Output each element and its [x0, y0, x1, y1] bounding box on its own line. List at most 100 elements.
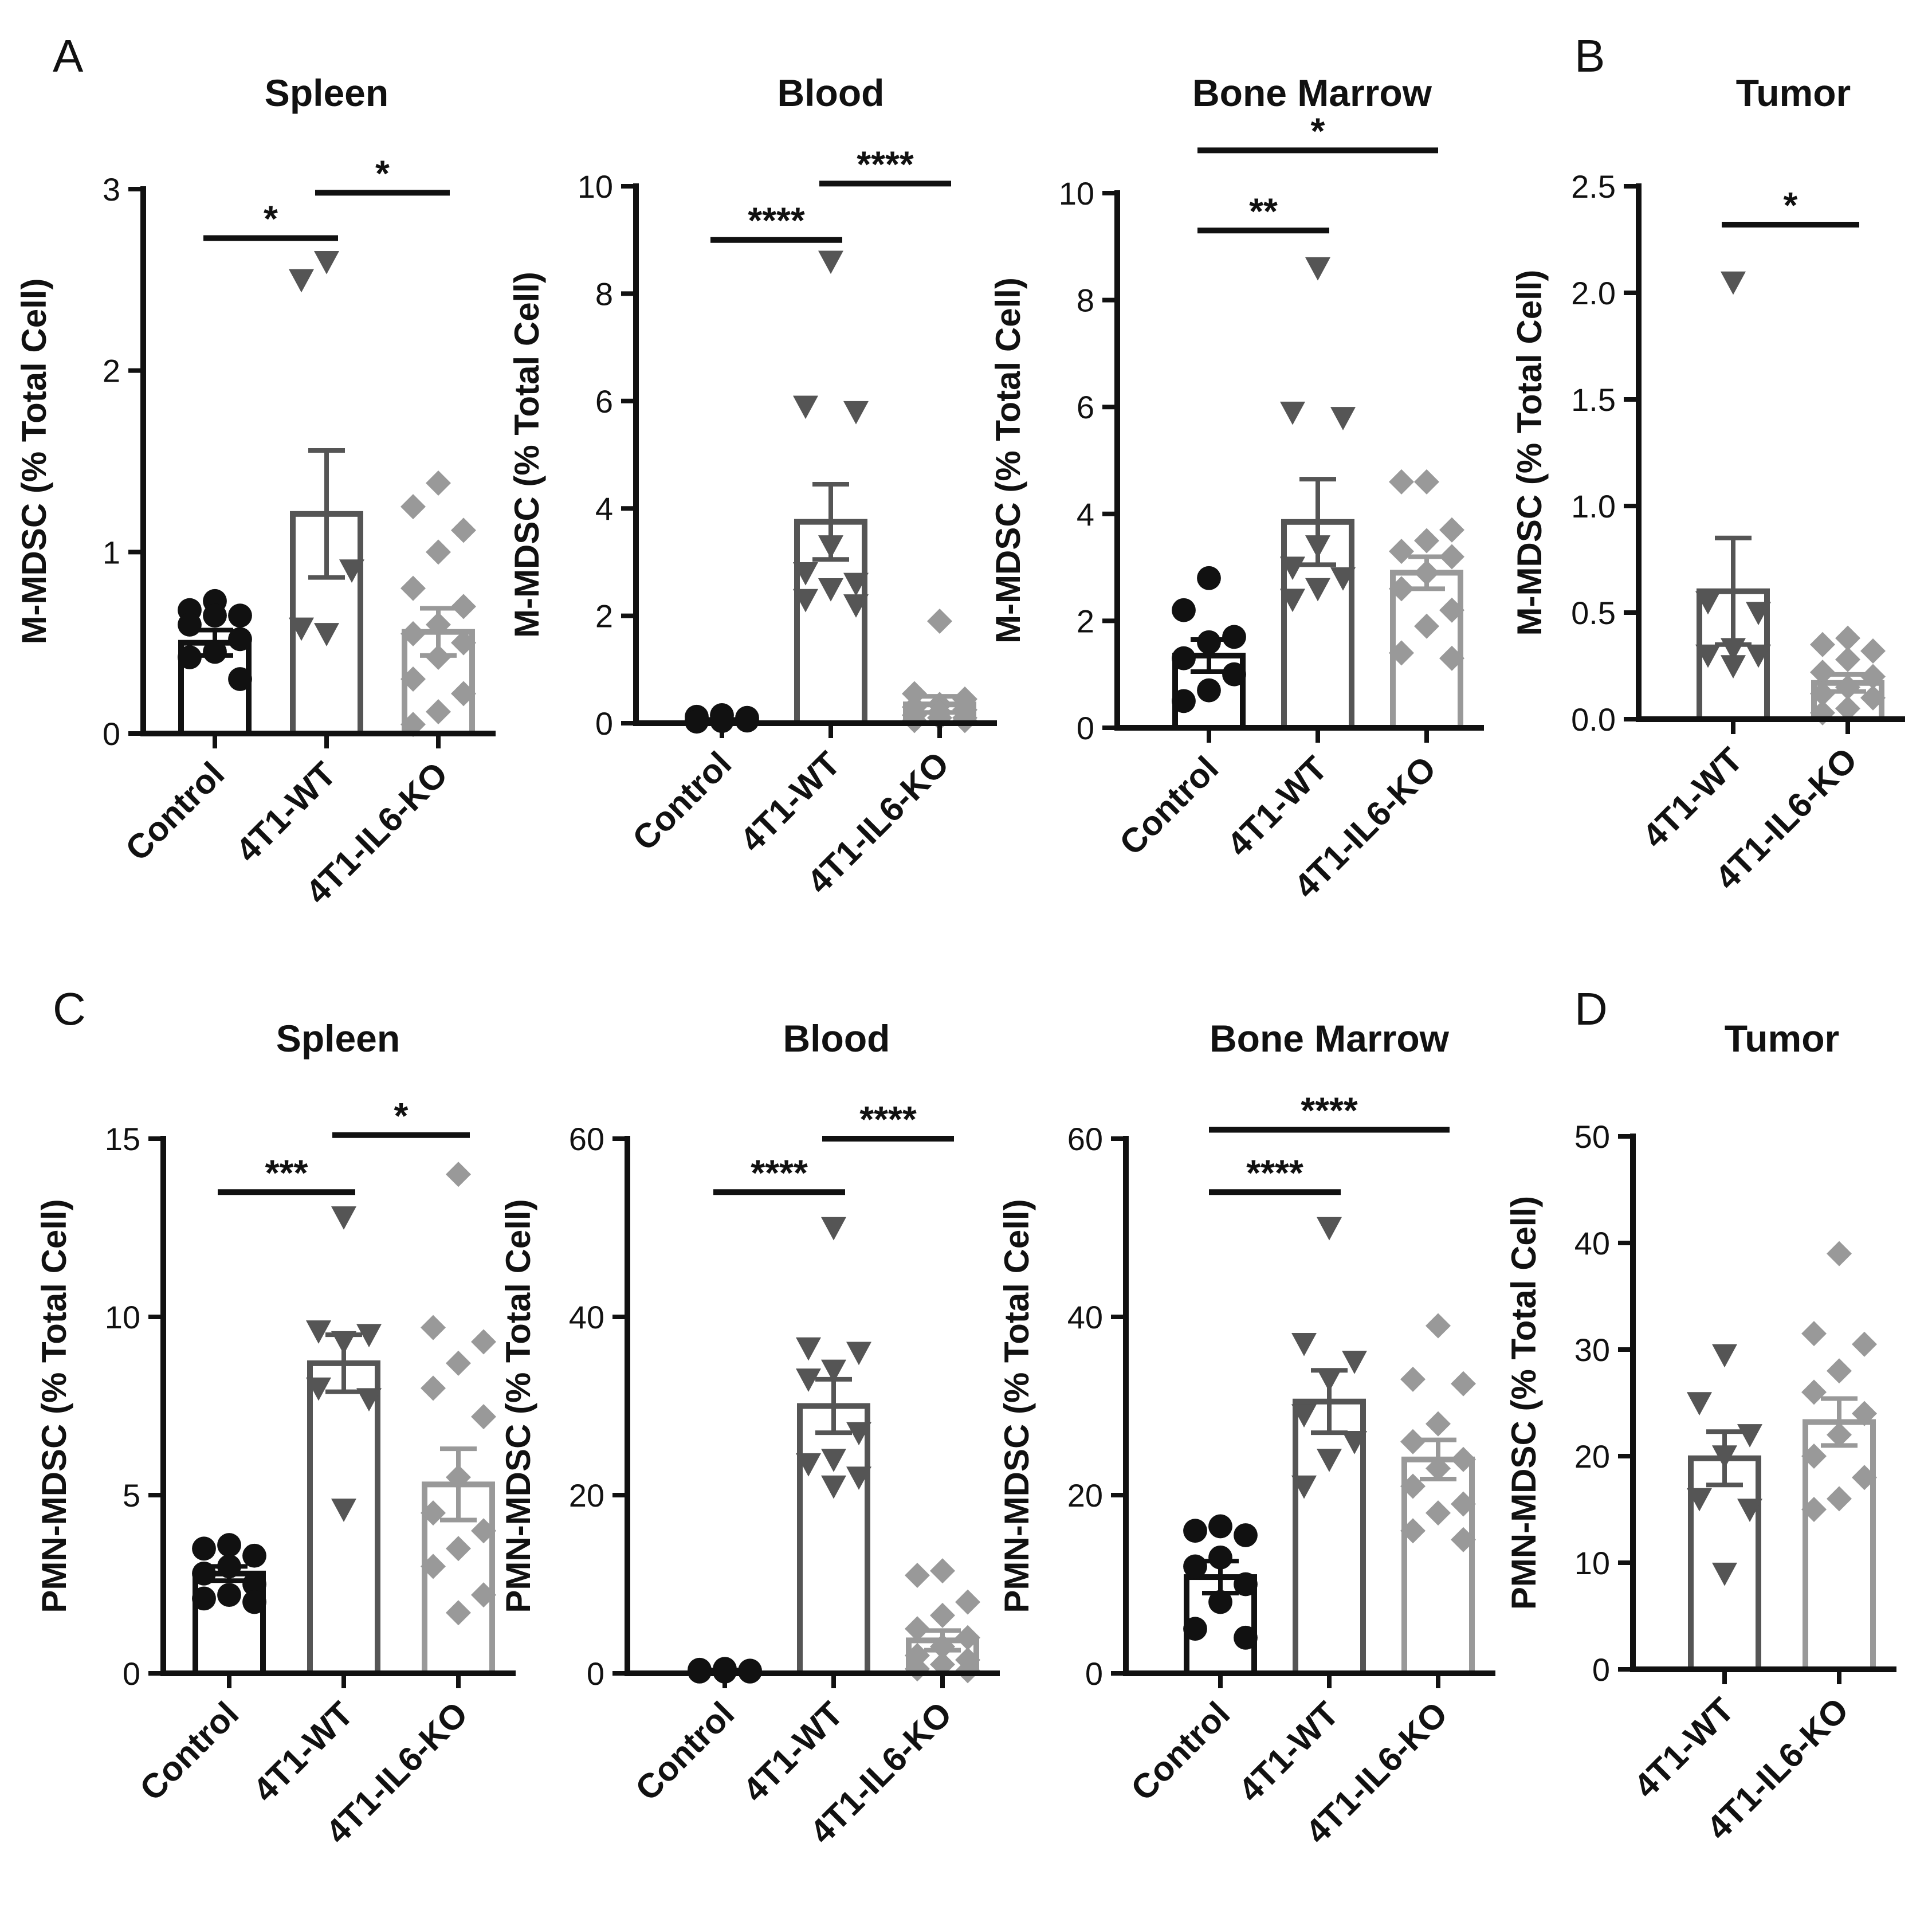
chart-title: Spleen — [276, 1017, 400, 1060]
data-point — [1801, 1321, 1827, 1347]
y-tick-label: 20 — [1067, 1477, 1103, 1513]
y-tick-label: 8 — [595, 276, 613, 312]
x-tick-label: 4T1-WT — [1627, 1691, 1742, 1806]
significance-label: **** — [1246, 1152, 1303, 1193]
data-point — [1317, 1449, 1342, 1472]
data-point — [217, 1583, 241, 1607]
y-tick-label: 60 — [1067, 1121, 1103, 1157]
data-point — [1810, 681, 1835, 707]
y-axis-label: PMN-MDSC (% Total Cell) — [1505, 1196, 1543, 1610]
data-point — [1414, 613, 1439, 639]
data-point — [1721, 271, 1746, 295]
y-tick-label: 2.5 — [1571, 168, 1616, 205]
data-point — [1712, 1562, 1737, 1586]
y-tick-label: 0 — [103, 716, 120, 752]
data-point — [905, 1616, 930, 1642]
data-point — [1801, 1497, 1827, 1522]
data-point — [1197, 566, 1221, 590]
data-point — [1860, 685, 1886, 711]
data-point — [1400, 1366, 1426, 1392]
panel-letter-d: D — [1574, 983, 1608, 1034]
data-point — [818, 535, 843, 559]
data-point — [331, 1206, 356, 1230]
data-point — [289, 269, 314, 293]
y-tick-label: 1 — [103, 534, 120, 570]
data-point — [1439, 544, 1464, 570]
data-point — [446, 1600, 471, 1626]
data-point — [1451, 1446, 1476, 1472]
data-point — [1183, 1554, 1207, 1579]
data-point — [1280, 589, 1305, 613]
significance-label: **** — [857, 143, 914, 185]
data-point — [1451, 1527, 1476, 1552]
data-point — [1426, 1313, 1451, 1339]
data-point — [242, 1572, 266, 1597]
y-tick-label: 0 — [123, 1656, 140, 1692]
chart-title: Spleen — [265, 72, 388, 114]
significance-label: * — [375, 152, 390, 194]
y-tick-label: 40 — [1574, 1225, 1610, 1261]
data-point — [1400, 1473, 1426, 1499]
y-tick-label: 15 — [105, 1121, 140, 1157]
y-axis-label: PMN-MDSC (% Total Cell) — [998, 1199, 1036, 1613]
data-point — [1342, 1431, 1367, 1454]
y-axis-label: PMN-MDSC (% Total Cell) — [499, 1199, 537, 1613]
data-point — [1451, 1491, 1476, 1517]
data-point — [1712, 1445, 1737, 1469]
data-point — [793, 395, 818, 419]
data-point — [314, 623, 339, 646]
y-tick-label: 6 — [595, 383, 613, 419]
y-tick-label: 0 — [1592, 1652, 1610, 1688]
data-point — [228, 667, 252, 691]
y-tick-label: 10 — [578, 168, 613, 205]
data-point — [1827, 1241, 1852, 1266]
data-point — [796, 1453, 821, 1477]
data-point — [1439, 645, 1464, 671]
data-point — [1222, 662, 1246, 687]
data-point — [1183, 1617, 1207, 1641]
y-axis-label: PMN-MDSC (% Total Cell) — [35, 1199, 73, 1613]
data-point — [818, 578, 843, 602]
data-point — [1280, 401, 1305, 425]
data-point — [471, 1582, 496, 1608]
data-point — [818, 250, 843, 274]
y-tick-label: 10 — [1059, 175, 1094, 211]
data-point — [1801, 1444, 1827, 1469]
data-point — [1305, 257, 1330, 281]
data-point — [1827, 1486, 1852, 1512]
chart-title: Tumor — [1725, 1017, 1839, 1060]
chart-b: Tumor M-MDSC (% Total Cell) 0.0 0.5 1.0 1.5 2.… — [1510, 72, 1905, 897]
data-point — [1291, 1475, 1317, 1499]
data-point — [1172, 646, 1196, 670]
y-tick-label: 1.5 — [1571, 382, 1616, 418]
y-tick-label: 8 — [1077, 283, 1094, 319]
data-point — [902, 681, 927, 707]
chart-c1: Spleen PMN-MDSC (% Total Cell) 0 5 10 15 Contr… — [35, 1017, 516, 1851]
data-point — [1687, 1392, 1712, 1415]
chart-title: Bone Marrow — [1210, 1017, 1450, 1060]
data-point — [289, 617, 314, 641]
y-tick-label: 1.0 — [1571, 488, 1616, 524]
data-point — [1317, 1368, 1342, 1392]
data-point — [1852, 1331, 1877, 1357]
significance-label: **** — [751, 1152, 808, 1193]
y-tick-label: 2 — [103, 353, 120, 389]
data-point — [1400, 1429, 1426, 1454]
data-point — [1827, 1422, 1852, 1448]
chart-d: Tumor PMN-MDSC (% Total Cell) 0 10 20 30 40 50 4… — [1505, 1017, 1896, 1847]
data-point — [426, 539, 451, 565]
data-point — [1280, 556, 1305, 581]
data-point — [1801, 1379, 1827, 1405]
data-point — [1835, 696, 1860, 721]
data-point — [1208, 1545, 1232, 1570]
data-point — [1330, 567, 1356, 591]
data-point — [1208, 1514, 1232, 1539]
data-point — [1860, 664, 1886, 689]
data-point — [1317, 1217, 1342, 1241]
y-tick-label: 0 — [587, 1656, 604, 1692]
data-point — [356, 1388, 382, 1412]
data-point — [793, 562, 818, 586]
data-point — [446, 1162, 471, 1187]
data-point — [1197, 678, 1221, 703]
data-point — [446, 1536, 471, 1562]
